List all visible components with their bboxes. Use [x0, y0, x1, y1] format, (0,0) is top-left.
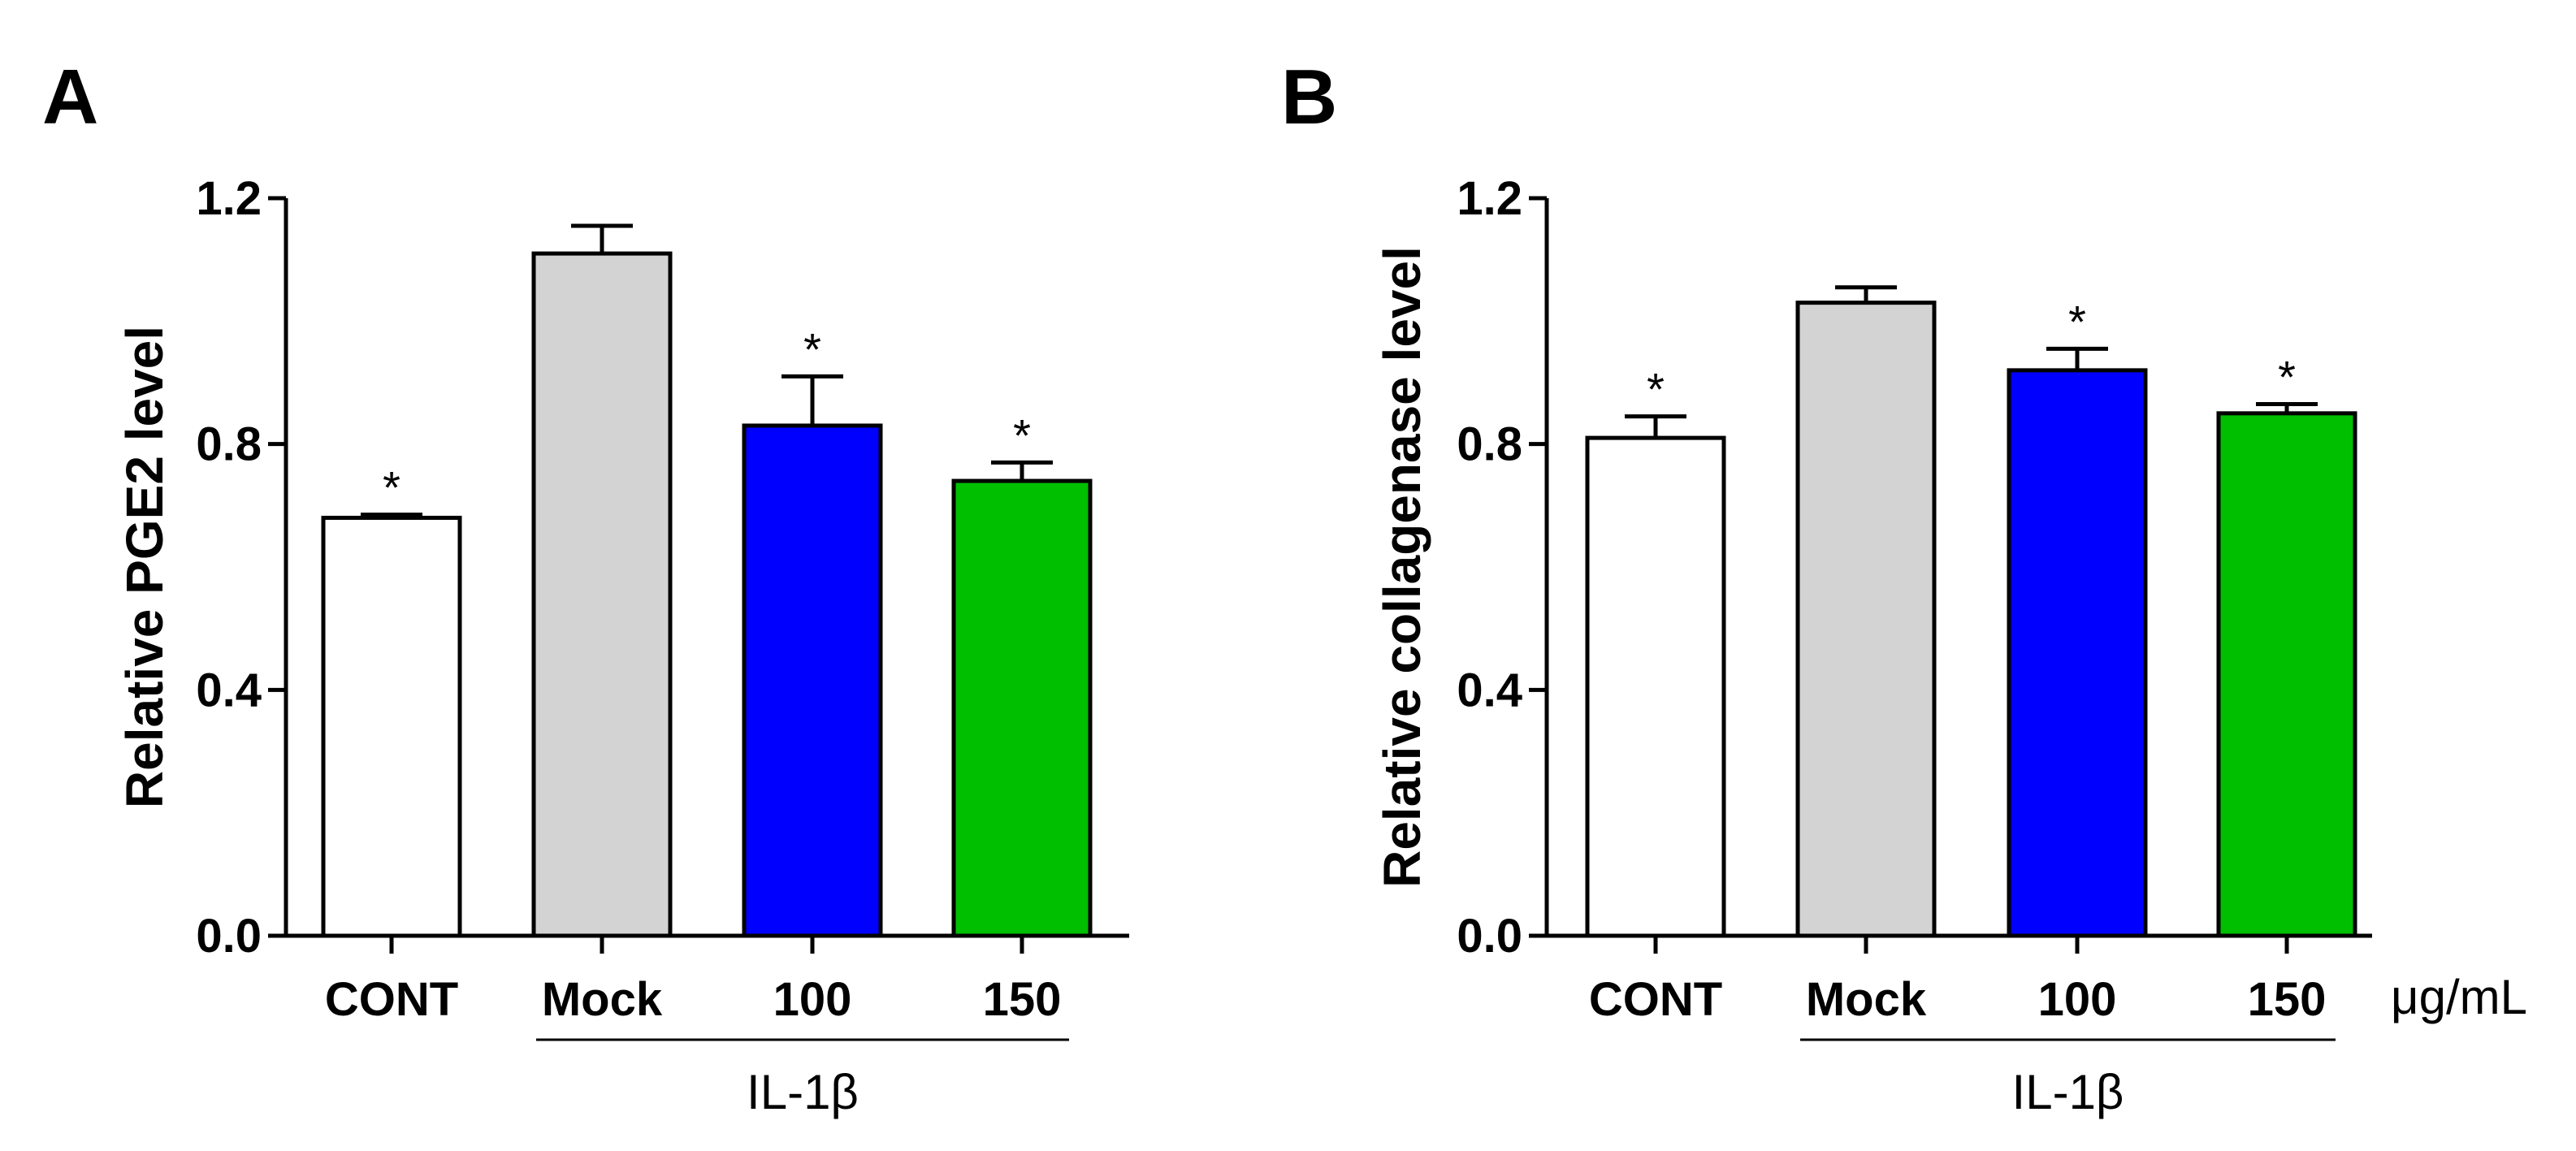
panel-b-bar-mock	[1795, 301, 1937, 938]
panel-b-significance-marker: *	[1647, 364, 1665, 415]
panel-a-bar-150	[951, 478, 1093, 938]
panel-b-category-label: CONT	[1589, 973, 1722, 1026]
panel-b-category-label: 100	[2038, 973, 2117, 1026]
panel-b-bar-cont	[1585, 435, 1726, 938]
panel-a-bar-mock	[531, 251, 673, 938]
panel-a-bar-100	[742, 423, 883, 938]
panel-a-letter: A	[42, 54, 98, 141]
panel-b-letter: B	[1281, 54, 1337, 141]
panel-a-bar-cont	[321, 515, 462, 938]
panel-b-y-tick-label: 0.0	[1457, 910, 1522, 963]
panel-a-significance-marker: *	[803, 323, 821, 374]
panel-b-category-label: 150	[2248, 973, 2327, 1026]
panel-b-category-label: Mock	[1806, 973, 1927, 1026]
panel-a-y-axis-title: Relative PGE2 level	[115, 326, 174, 808]
panel-a-category-label: Mock	[542, 973, 663, 1026]
panel-a-group-label: IL-1β	[747, 1065, 859, 1119]
panel-a-y-tick-label: 1.2	[196, 172, 262, 225]
panel-b-y-tick-label: 1.2	[1457, 172, 1522, 225]
panel-b-y-tick-label: 0.4	[1457, 664, 1522, 716]
panel-b-bar-150	[2216, 411, 2357, 938]
panel-b-y-tick-label: 0.8	[1457, 418, 1522, 471]
panel-b-group-label: IL-1β	[2012, 1065, 2124, 1119]
panel-b-bar-100	[2007, 368, 2148, 938]
panel-a-y-tick-label: 0.4	[196, 664, 262, 716]
panel-a-y-tick-label: 0.8	[196, 418, 262, 471]
panel-a-category-label: 100	[773, 973, 852, 1026]
panel-a-category-label: 150	[983, 973, 1062, 1026]
panel-a-significance-marker: *	[1013, 409, 1031, 461]
panel-a-significance-marker: *	[383, 462, 400, 513]
panel-b-significance-marker: *	[2068, 296, 2086, 347]
panel-b-unit-label: μg/mL	[2391, 970, 2527, 1024]
panel-a-y-tick-label: 0.0	[196, 910, 262, 963]
panel-a-category-label: CONT	[325, 973, 458, 1026]
panel-b-significance-marker: *	[2278, 351, 2296, 402]
panel-b-y-axis-title: Relative collagenase level	[1373, 246, 1431, 888]
